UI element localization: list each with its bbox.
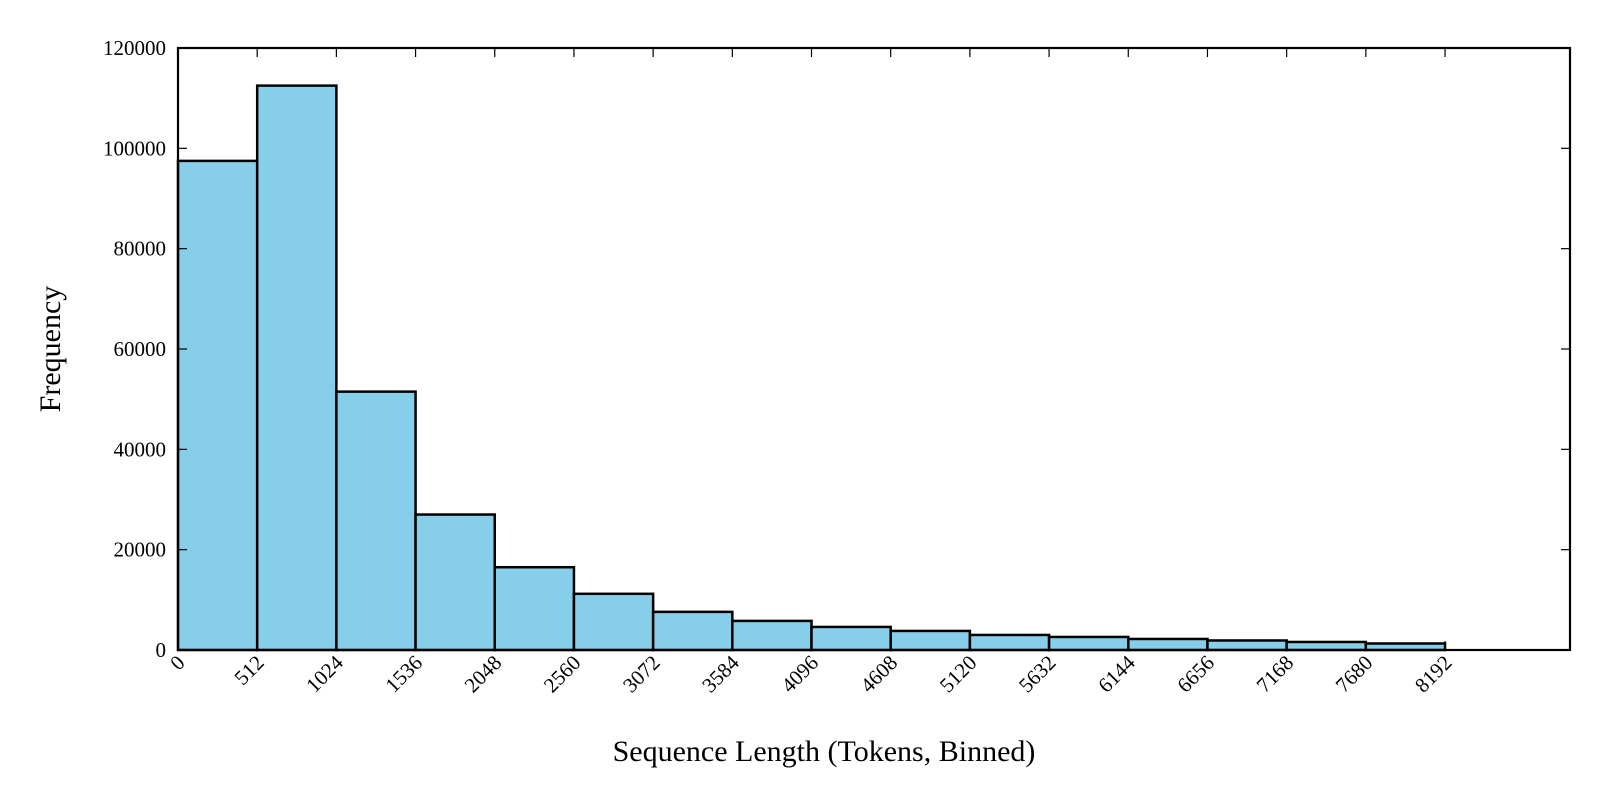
histogram-bar <box>176 159 259 652</box>
histogram-bar <box>414 513 497 652</box>
x-tick-label: 512 <box>229 651 268 690</box>
y-tick-label: 100000 <box>103 136 166 160</box>
x-tick-label: 7168 <box>1252 651 1299 698</box>
x-tick-label: 6656 <box>1172 651 1219 698</box>
bars-layer <box>176 84 1447 652</box>
histogram-bar <box>1047 635 1130 652</box>
y-tick-label: 80000 <box>114 237 167 261</box>
histogram-bar <box>1285 640 1368 652</box>
histogram-bar <box>651 610 734 652</box>
y-tick-label: 60000 <box>114 337 167 361</box>
histogram-bar <box>255 84 338 652</box>
y-tick-label: 0 <box>156 638 167 662</box>
plot-frame <box>176 46 1572 652</box>
x-tick-label: 6144 <box>1093 650 1140 697</box>
histogram-bar <box>889 629 972 652</box>
x-tick-label: 5632 <box>1014 651 1061 698</box>
histogram-bar <box>968 633 1051 652</box>
x-tick-label: 0 <box>165 651 189 675</box>
y-tick-label: 20000 <box>114 538 167 562</box>
x-tick-label: 7680 <box>1331 651 1378 698</box>
x-tick-label: 4096 <box>776 651 823 698</box>
x-tick-label: 8192 <box>1410 651 1457 698</box>
y-axis-title: Frequency <box>34 286 67 413</box>
y-tick-label: 120000 <box>103 36 166 60</box>
histogram-bar <box>731 619 813 652</box>
histogram-bar <box>810 625 892 652</box>
histogram-bar <box>335 390 417 652</box>
x-axis-title: Sequence Length (Tokens, Binned) <box>613 735 1036 768</box>
x-tick-label: 1024 <box>301 650 348 697</box>
x-tick-label: 5120 <box>935 651 982 698</box>
histogram-bar <box>493 565 576 652</box>
x-tick-label: 2048 <box>460 651 507 698</box>
x-tick-label: 3072 <box>618 651 665 698</box>
x-tick-label: 1536 <box>380 651 427 698</box>
ticks-layer <box>177 47 1570 651</box>
x-tick-label: 4608 <box>856 651 903 698</box>
x-tick-label: 3584 <box>697 650 744 697</box>
histogram-bar <box>1127 637 1209 652</box>
x-tick-label: 2560 <box>539 651 586 698</box>
histogram-bar <box>1206 639 1288 652</box>
histogram-bar <box>572 592 655 652</box>
y-tick-label: 40000 <box>114 437 167 461</box>
